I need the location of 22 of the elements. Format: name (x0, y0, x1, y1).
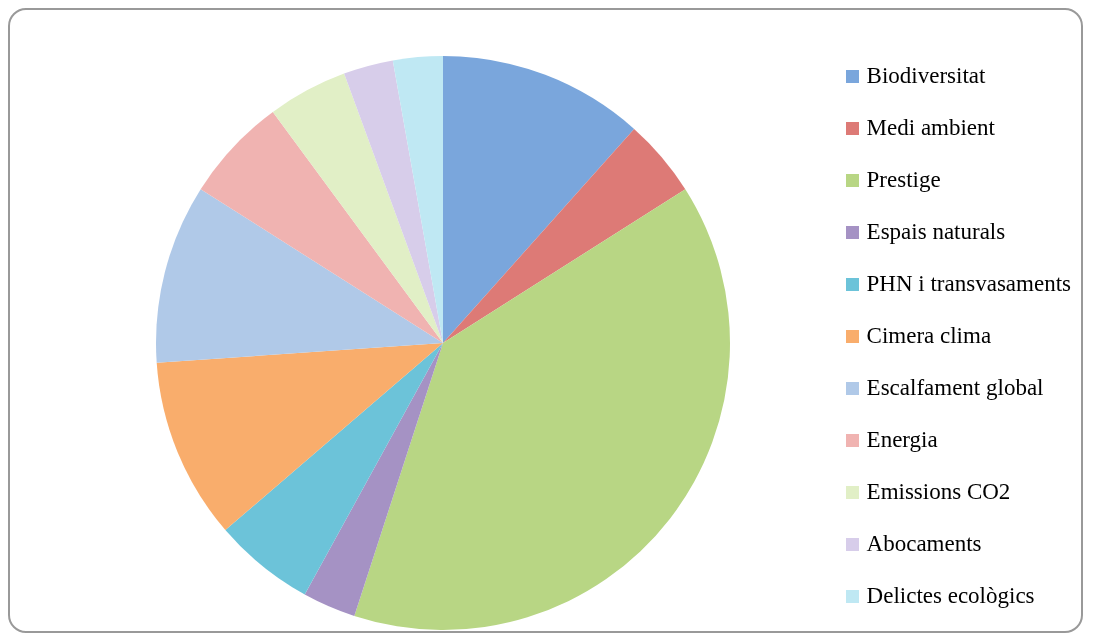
legend-label: Escalfament global (866, 375, 1044, 401)
legend-label: Abocaments (866, 531, 982, 557)
pie-slice (272, 73, 443, 343)
legend-label: Espais naturals (866, 219, 1006, 245)
pie-slice (344, 60, 443, 343)
legend-label: PHN i transvasaments (866, 271, 1071, 297)
legend-label: Emissions CO2 (866, 479, 1011, 505)
legend-label: Biodiversitat (866, 63, 986, 89)
pie-slice (392, 56, 443, 343)
pie-slice (156, 343, 443, 531)
legend-label: Medi ambient (866, 115, 995, 141)
legend-label: Energia (866, 427, 938, 453)
pie-slice (354, 189, 730, 630)
legend-label: Prestige (866, 167, 941, 193)
pie-slice (443, 128, 686, 343)
pie-slice (443, 56, 635, 343)
pie-slice (156, 189, 443, 363)
legend-label: Delictes ecològics (866, 583, 1035, 609)
pie-slice (304, 343, 443, 616)
pie-slice (200, 111, 443, 343)
legend-label: Cimera clima (866, 323, 992, 349)
pie-slice (225, 343, 443, 595)
